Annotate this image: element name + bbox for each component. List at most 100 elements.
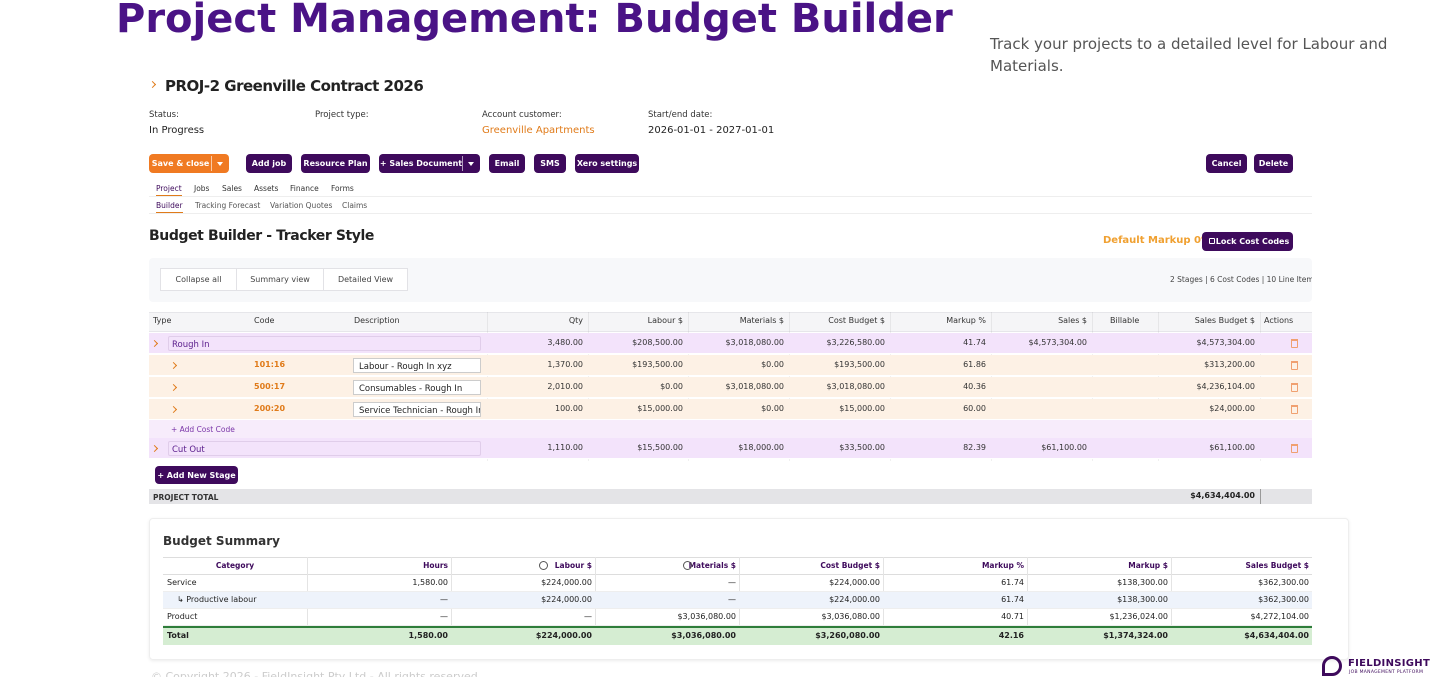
action-button[interactable]: Resource Plan bbox=[301, 154, 370, 173]
stage-row bbox=[149, 333, 1312, 354]
summary-total-cell: 42.16 bbox=[998, 631, 1024, 640]
summary-cell: 61.74 bbox=[1001, 578, 1024, 587]
field-label: Account customer: bbox=[482, 110, 562, 120]
summary-cell: $224,000.00 bbox=[541, 595, 592, 604]
table-cell: 1,370.00 bbox=[547, 360, 583, 369]
action-button[interactable]: Add job bbox=[246, 154, 292, 173]
toolbar-button[interactable]: Summary view bbox=[237, 268, 324, 291]
field-value: 2026-01-01 - 2027-01-01 bbox=[648, 125, 775, 136]
action-button[interactable]: Delete bbox=[1254, 154, 1293, 173]
subtab[interactable]: Claims bbox=[342, 201, 368, 210]
tab[interactable]: Project bbox=[156, 184, 182, 196]
tab[interactable]: Jobs bbox=[194, 184, 210, 193]
table-cell: $0.00 bbox=[761, 404, 784, 413]
help-icon[interactable] bbox=[539, 561, 548, 570]
dropdown-arrow bbox=[468, 162, 474, 166]
summary-column-header: Markup % bbox=[981, 561, 1024, 570]
summary-header-row bbox=[163, 557, 1312, 575]
summary-column-header: Category bbox=[215, 561, 255, 570]
column-header: Labour $ bbox=[647, 316, 683, 325]
table-cell: $33,500.00 bbox=[839, 443, 885, 452]
tab[interactable]: Sales bbox=[222, 184, 242, 193]
table-cell: 61.86 bbox=[963, 360, 986, 369]
subtab[interactable]: Builder bbox=[156, 201, 183, 213]
description-input[interactable]: Service Technician - Rough In bbox=[353, 402, 481, 417]
add-stage-button[interactable]: + Add New Stage bbox=[155, 466, 238, 484]
delete-icon[interactable] bbox=[1291, 444, 1298, 453]
toolbar-button[interactable]: Detailed View bbox=[324, 268, 408, 291]
action-button[interactable]: Xero settings bbox=[575, 154, 639, 173]
summary-column-header: Cost Budget $ bbox=[820, 561, 880, 570]
dropdown-divider bbox=[462, 156, 463, 171]
summary-total-cell: Total bbox=[167, 631, 189, 640]
stage-name[interactable]: Rough In bbox=[168, 336, 481, 351]
action-button[interactable]: + Sales Document bbox=[379, 154, 480, 173]
field-value[interactable]: Greenville Apartments bbox=[482, 125, 595, 136]
description-input[interactable]: Labour - Rough In xyz bbox=[353, 358, 481, 373]
table-cell: $208,500.00 bbox=[632, 338, 683, 347]
summary-column-header: Labour $ bbox=[554, 561, 592, 570]
dropdown-arrow bbox=[217, 162, 223, 166]
lock-button[interactable]: Lock Cost Codes bbox=[1202, 232, 1293, 251]
summary-cell: Service bbox=[167, 578, 197, 587]
action-button[interactable]: Email bbox=[489, 154, 525, 173]
summary-column-header: Markup $ bbox=[1128, 561, 1168, 570]
delete-icon[interactable] bbox=[1291, 405, 1298, 414]
chevron-icon bbox=[148, 80, 157, 89]
summary-cell: $362,300.00 bbox=[1258, 578, 1309, 587]
subtab[interactable]: Variation Quotes bbox=[270, 201, 333, 210]
field-label: Project type: bbox=[315, 110, 369, 120]
tab[interactable]: Finance bbox=[290, 184, 319, 193]
action-button[interactable]: Cancel bbox=[1206, 154, 1247, 173]
copyright: © Copyright 2026 - FieldInsight Pty Ltd … bbox=[151, 670, 478, 677]
summary-cell: $224,000.00 bbox=[829, 595, 880, 604]
delete-icon[interactable] bbox=[1291, 361, 1298, 370]
field-value: In Progress bbox=[149, 125, 205, 136]
summary-total-cell: $3,260,080.00 bbox=[815, 631, 880, 640]
description-input[interactable]: Consumables - Rough In bbox=[353, 380, 481, 395]
action-button[interactable]: Save & close bbox=[149, 154, 229, 173]
add-cost-code[interactable]: + Add Cost Code bbox=[171, 425, 235, 434]
column-divider bbox=[1260, 489, 1261, 504]
tab[interactable]: Assets bbox=[254, 184, 279, 193]
table-cell: $0.00 bbox=[660, 382, 683, 391]
subtab[interactable]: Tracking Forecast bbox=[195, 201, 261, 210]
summary-total-cell: $4,634,404.00 bbox=[1244, 631, 1309, 640]
tab-divider bbox=[149, 196, 1312, 197]
column-header: Markup % bbox=[946, 316, 986, 325]
table-cell: $193,500.00 bbox=[632, 360, 683, 369]
table-cell: $3,226,580.00 bbox=[826, 338, 885, 347]
tab[interactable]: Forms bbox=[331, 184, 354, 193]
delete-icon[interactable] bbox=[1291, 339, 1298, 348]
summary-cell: $138,300.00 bbox=[1117, 578, 1168, 587]
table-cell: $4,573,304.00 bbox=[1196, 338, 1255, 347]
page-subtitle: Track your projects to a detailed level … bbox=[990, 35, 1388, 75]
summary-cell: — bbox=[440, 595, 448, 604]
field-label: Start/end date: bbox=[648, 110, 713, 120]
table-cell: $15,000.00 bbox=[637, 404, 683, 413]
delete-icon[interactable] bbox=[1291, 383, 1298, 392]
table-cell: $61,100.00 bbox=[1041, 443, 1087, 452]
summary-cell: $4,272,104.00 bbox=[1250, 612, 1309, 621]
summary-cell: — bbox=[440, 612, 448, 621]
toolbar-button[interactable]: Collapse all bbox=[160, 268, 237, 291]
table-cell: $24,000.00 bbox=[1209, 404, 1255, 413]
cost-code: 200:20 bbox=[254, 404, 286, 413]
summary-column-header: Hours bbox=[423, 561, 448, 570]
table-cell: 100.00 bbox=[555, 404, 583, 413]
action-button[interactable]: SMS bbox=[534, 154, 566, 173]
table-cell: $313,200.00 bbox=[1204, 360, 1255, 369]
stage-name[interactable]: Cut Out bbox=[168, 441, 481, 456]
summary-total-cell: $224,000.00 bbox=[535, 631, 592, 640]
field-label: Status: bbox=[149, 110, 179, 120]
table-stats: 2 Stages | 6 Cost Codes | 10 Line Items bbox=[1170, 275, 1312, 284]
summary-total-cell: $1,374,324.00 bbox=[1103, 631, 1168, 640]
table-cell: 60.00 bbox=[963, 404, 986, 413]
cost-code: 101:16 bbox=[254, 360, 286, 369]
table-cell: $18,000.00 bbox=[738, 443, 784, 452]
table-cell: 2,010.00 bbox=[547, 382, 583, 391]
column-header: Code bbox=[254, 316, 275, 325]
summary-cell: $362,300.00 bbox=[1258, 595, 1309, 604]
help-icon[interactable] bbox=[683, 561, 692, 570]
